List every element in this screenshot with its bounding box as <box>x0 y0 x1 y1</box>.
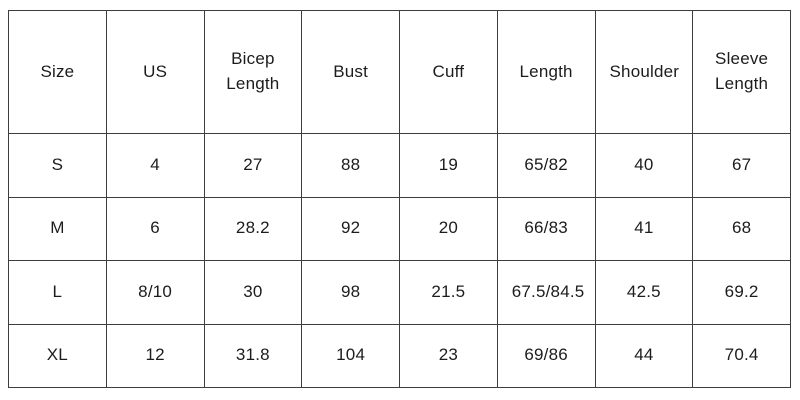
cell-size: L <box>8 260 107 325</box>
cell-size: S <box>8 133 107 198</box>
cell-bicep-length: 31.8 <box>203 323 303 388</box>
cell-shoulder: 41 <box>594 196 694 261</box>
header-cell-bicep-length: Bicep Length <box>203 10 303 134</box>
cell-size: M <box>8 196 107 261</box>
cell-cuff: 19 <box>399 133 498 198</box>
cell-bicep-length: 28.2 <box>203 196 303 261</box>
cell-us: 8/10 <box>105 260 205 325</box>
header-cell-bust: Bust <box>301 10 400 134</box>
header-cell-us: US <box>105 10 205 134</box>
cell-length: 65/82 <box>496 133 596 198</box>
cell-us: 4 <box>105 133 205 198</box>
header-cell-shoulder: Shoulder <box>594 10 694 134</box>
cell-bust: 104 <box>301 323 400 388</box>
header-cell-cuff: Cuff <box>399 10 498 134</box>
cell-shoulder: 44 <box>594 323 694 388</box>
table-row-s: S 4 27 88 19 65/82 40 67 <box>8 133 791 198</box>
header-cell-sleeve-length: Sleeve Length <box>692 10 791 134</box>
cell-sleeve-length: 68 <box>692 196 791 261</box>
cell-sleeve-length: 69.2 <box>692 260 791 325</box>
table-row-m: M 6 28.2 92 20 66/83 41 68 <box>8 196 791 261</box>
cell-length: 69/86 <box>496 323 596 388</box>
header-cell-size: Size <box>8 10 107 134</box>
table-row-l: L 8/10 30 98 21.5 67.5/84.5 42.5 69.2 <box>8 260 791 325</box>
cell-length: 67.5/84.5 <box>496 260 596 325</box>
size-chart-header: Size US Bicep Length Bust Cuff Length Sh… <box>8 10 791 134</box>
table-row-xl: XL 12 31.8 104 23 69/86 44 70.4 <box>8 323 791 388</box>
cell-bust: 92 <box>301 196 400 261</box>
cell-size: XL <box>8 323 107 388</box>
size-chart-table: Size US Bicep Length Bust Cuff Length Sh… <box>8 10 791 388</box>
header-cell-length: Length <box>496 10 596 134</box>
cell-us: 6 <box>105 196 205 261</box>
cell-bust: 98 <box>301 260 400 325</box>
cell-cuff: 23 <box>399 323 498 388</box>
cell-us: 12 <box>105 323 205 388</box>
cell-cuff: 21.5 <box>399 260 498 325</box>
cell-bicep-length: 27 <box>203 133 303 198</box>
cell-cuff: 20 <box>399 196 498 261</box>
size-chart-body: S 4 27 88 19 65/82 40 67 M 6 28.2 92 20 … <box>8 133 791 388</box>
cell-length: 66/83 <box>496 196 596 261</box>
cell-bust: 88 <box>301 133 400 198</box>
cell-sleeve-length: 67 <box>692 133 791 198</box>
cell-sleeve-length: 70.4 <box>692 323 791 388</box>
cell-shoulder: 42.5 <box>594 260 694 325</box>
header-row: Size US Bicep Length Bust Cuff Length Sh… <box>8 10 791 134</box>
cell-bicep-length: 30 <box>203 260 303 325</box>
cell-shoulder: 40 <box>594 133 694 198</box>
